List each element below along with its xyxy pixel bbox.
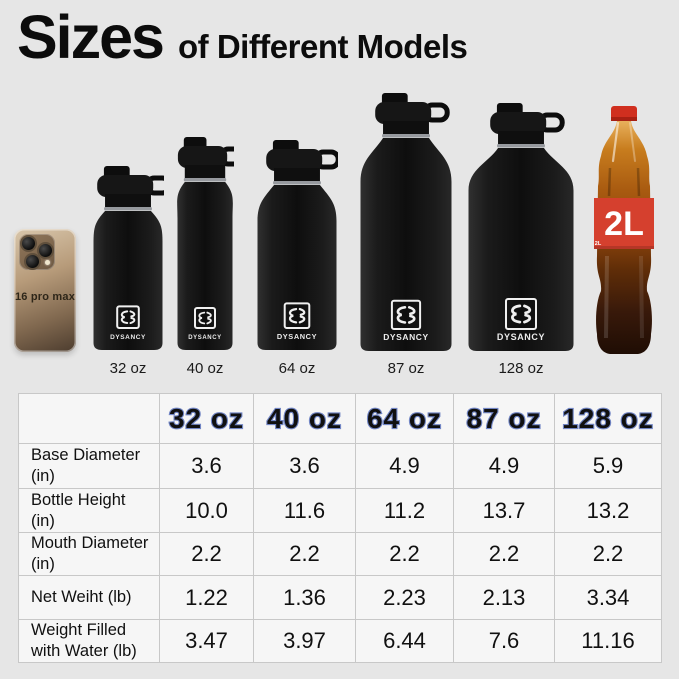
spec-value-cell: 13.2 bbox=[554, 488, 662, 533]
column-header: 32 oz bbox=[159, 393, 254, 444]
spec-value-cell: 2.2 bbox=[554, 532, 662, 576]
brand-logo: DYSANCY bbox=[110, 305, 146, 341]
cola-label-band bbox=[594, 198, 654, 249]
brand-logo: DYSANCY bbox=[497, 298, 545, 342]
spec-value-cell: 2.2 bbox=[253, 532, 356, 576]
spec-value-cell: 3.6 bbox=[159, 443, 254, 489]
spec-value-cell: 2.2 bbox=[159, 532, 254, 576]
spec-value-cell: 4.9 bbox=[355, 443, 454, 489]
spec-value-cell: 11.2 bbox=[355, 488, 454, 533]
spec-value-cell: 11.16 bbox=[554, 619, 662, 663]
bottle-body bbox=[468, 148, 574, 351]
camera-lens-icon bbox=[37, 242, 54, 259]
bottle-128-oz: DYSANCY bbox=[467, 103, 575, 353]
brand-name: DYSANCY bbox=[110, 334, 146, 341]
cola-volume-label: 2L bbox=[604, 205, 644, 243]
camera-lens-icon bbox=[20, 235, 37, 252]
bottle-size-label: 40 oz bbox=[186, 360, 224, 377]
spec-value-cell: 7.6 bbox=[453, 619, 555, 663]
bottle-lid bbox=[97, 175, 154, 197]
brand-name: DYSANCY bbox=[497, 332, 545, 342]
spec-value-cell: 3.34 bbox=[554, 575, 662, 620]
column-header: 128 oz bbox=[554, 393, 662, 444]
spec-value-cell: 1.36 bbox=[253, 575, 356, 620]
phone-camera-module bbox=[19, 234, 55, 270]
spec-value-cell: 2.2 bbox=[355, 532, 454, 576]
spec-value-cell: 1.22 bbox=[159, 575, 254, 620]
brand-name: DYSANCY bbox=[277, 332, 317, 341]
spec-table: 32 oz 40 oz 64 oz 87 oz 128 oz Base Diameter … bbox=[18, 393, 662, 663]
spec-value-cell: 3.6 bbox=[253, 443, 356, 489]
phone-label: 16 pro max bbox=[14, 291, 76, 303]
product-lineup: 16 pro max DYSANCY 32 oz bbox=[14, 93, 654, 377]
row-label: Net Weiht (lb) bbox=[18, 575, 160, 620]
page-title: Sizes of Different Models bbox=[17, 2, 468, 72]
table-corner-cell bbox=[18, 393, 160, 444]
bottle-lid bbox=[490, 112, 547, 134]
spec-value-cell: 2.13 bbox=[453, 575, 555, 620]
camera-flash-icon bbox=[45, 260, 50, 265]
column-header: 87 oz bbox=[453, 393, 555, 444]
steel-ring bbox=[104, 207, 152, 211]
brand-logo: DYSANCY bbox=[277, 302, 317, 341]
bottle-body bbox=[257, 185, 337, 350]
bottle-40-oz: DYSANCY bbox=[176, 137, 246, 352]
bottle-body bbox=[93, 211, 163, 350]
spec-value-cell: 5.9 bbox=[554, 443, 662, 489]
brand-logo: DYSANCY bbox=[383, 299, 429, 342]
bottle-body bbox=[360, 138, 452, 351]
spec-value-cell: 13.7 bbox=[453, 488, 555, 533]
column-header: 64 oz bbox=[355, 393, 454, 444]
brand-logo: DYSANCY bbox=[188, 307, 222, 341]
spec-value-cell: 2.23 bbox=[355, 575, 454, 620]
steel-ring bbox=[497, 144, 545, 148]
spec-value-cell: 3.47 bbox=[159, 619, 254, 663]
bottle-size-label: 128 oz bbox=[498, 360, 544, 377]
spec-value-cell: 10.0 bbox=[159, 488, 254, 533]
steel-ring bbox=[183, 178, 227, 182]
spec-value-cell: 2.2 bbox=[453, 532, 555, 576]
table-row: Base Diameter (in) 3.6 3.6 4.9 4.9 5.9 bbox=[18, 443, 662, 489]
table-row: Mouth Diameter (in) 2.2 2.2 2.2 2.2 2.2 bbox=[18, 532, 662, 576]
steel-ring bbox=[382, 134, 430, 138]
cola-2l-bottle: 2L 2L bbox=[594, 106, 654, 354]
spec-value-cell: 11.6 bbox=[253, 488, 356, 533]
bottle-lid bbox=[266, 149, 323, 171]
table-row: Net Weiht (lb) 1.22 1.36 2.23 2.13 3.34 bbox=[18, 575, 662, 620]
brand-name: DYSANCY bbox=[383, 332, 429, 342]
bottle-lid bbox=[177, 146, 228, 168]
bottle-lid bbox=[375, 102, 432, 124]
spec-value-cell: 4.9 bbox=[453, 443, 555, 489]
phone-16-pro-max: 16 pro max bbox=[14, 229, 76, 352]
bottle-size-label: 87 oz bbox=[387, 360, 425, 377]
bottle-body bbox=[177, 182, 233, 350]
spec-value-cell: 6.44 bbox=[355, 619, 454, 663]
row-label: Weight Filled with Water (lb) bbox=[18, 619, 160, 663]
table-row: Bottle Height (in) 10.0 11.6 11.2 13.7 13.2 bbox=[18, 488, 662, 533]
column-header: 40 oz bbox=[253, 393, 356, 444]
row-label: Base Diameter (in) bbox=[18, 443, 160, 489]
bottle-32-oz: DYSANCY bbox=[92, 166, 172, 352]
title-main: Sizes bbox=[17, 3, 165, 71]
table-row: Weight Filled with Water (lb) 3.47 3.97 6.4… bbox=[18, 619, 662, 663]
bottle-64-oz: DYSANCY bbox=[256, 140, 341, 352]
row-label: Mouth Diameter (in) bbox=[18, 532, 160, 576]
brand-name: DYSANCY bbox=[188, 335, 222, 341]
bottle-size-label: 64 oz bbox=[278, 360, 316, 377]
spec-value-cell: 3.97 bbox=[253, 619, 356, 663]
bottle-87-oz: DYSANCY bbox=[359, 93, 453, 353]
row-label: Bottle Height (in) bbox=[18, 488, 160, 533]
camera-lens-icon bbox=[24, 253, 41, 270]
cola-volume-small-label: 2L bbox=[595, 241, 602, 247]
bottle-size-label: 32 oz bbox=[109, 360, 147, 377]
title-sub: of Different Models bbox=[178, 28, 468, 65]
steel-ring bbox=[273, 181, 321, 185]
